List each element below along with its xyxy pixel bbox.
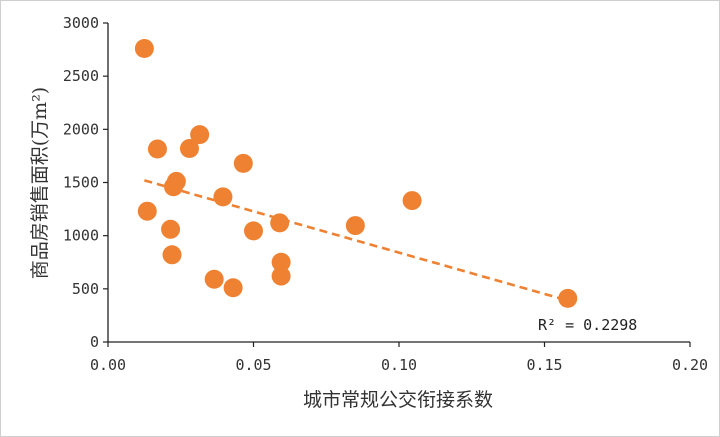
data-point [204,269,224,289]
x-tick-label: 0.05 [235,356,271,374]
x-tick-label: 0.00 [90,356,126,374]
data-point [134,39,154,59]
data-point [271,266,291,286]
data-point [161,219,181,239]
y-axis-title: 商品房销售面积(万m²) [29,87,51,279]
data-point [162,245,182,265]
data-point [223,278,243,298]
data-point [179,138,199,158]
r-squared-annotation: R² = 0.2298 [538,316,637,334]
data-point [345,216,365,236]
data-point [166,171,186,191]
data-point [147,139,167,159]
data-point [190,125,210,145]
y-tick-label: 1000 [63,227,99,245]
y-tick-label: 1500 [63,174,99,192]
trendline [144,179,569,302]
data-point [270,213,290,233]
x-axis-title: 城市常规公交衔接系数 [303,389,493,411]
data-point [271,252,291,272]
y-tick-label: 2000 [63,120,99,138]
x-tick-label: 0.15 [526,356,562,374]
y-tick-label: 0 [90,333,99,351]
x-tick-label: 0.20 [672,356,708,374]
data-point [213,187,233,207]
y-tick-label: 3000 [63,14,99,32]
data-point [233,153,253,173]
x-axis-ticks: 0.00 0.05 0.10 0.15 0.20 [90,342,708,374]
data-point [558,288,578,308]
y-tick-label: 500 [72,280,99,298]
scatter-points [134,39,578,308]
data-point [137,201,157,221]
data-point [402,191,422,211]
x-tick-label: 0.10 [381,356,417,374]
y-tick-label: 2500 [63,67,99,85]
y-axis-ticks: 0 500 1000 1500 2000 2500 3000 [63,14,108,351]
data-point [244,221,263,241]
